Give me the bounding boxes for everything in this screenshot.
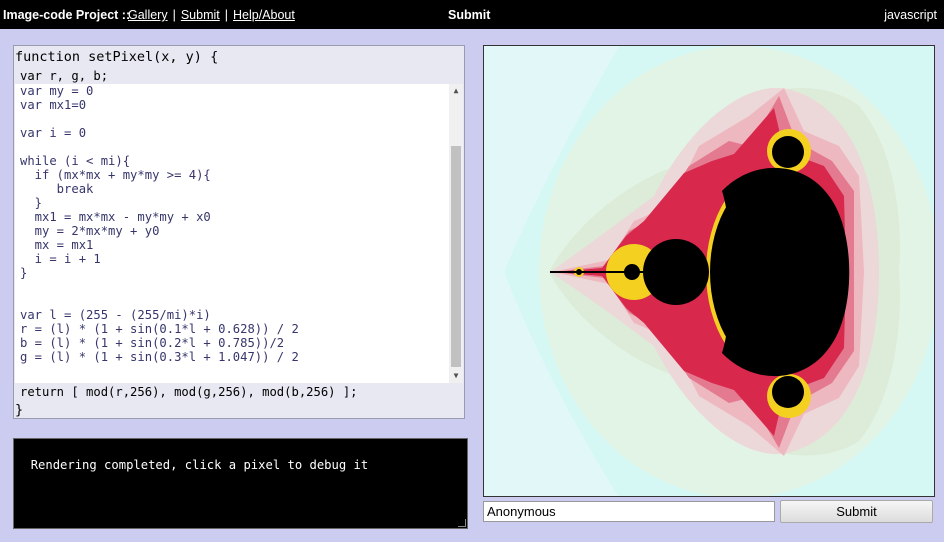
code-line[interactable]: i = i + 1 bbox=[20, 252, 101, 266]
code-line[interactable]: break bbox=[20, 182, 94, 196]
function-signature: function setPixel(x, y) { bbox=[15, 49, 219, 65]
render-canvas[interactable] bbox=[483, 45, 935, 497]
scrollbar-thumb[interactable] bbox=[451, 146, 461, 367]
code-line[interactable]: my = 2*mx*my + y0 bbox=[20, 224, 160, 238]
code-line[interactable] bbox=[20, 140, 299, 154]
code-line[interactable]: var i = 0 bbox=[20, 126, 87, 140]
variable-declaration: var r, g, b; bbox=[20, 69, 109, 83]
scroll-up-arrow-icon[interactable]: ▲ bbox=[453, 86, 459, 95]
output-console[interactable]: Rendering completed, click a pixel to de… bbox=[13, 438, 468, 529]
code-line[interactable]: mx1 = mx*mx - my*my + x0 bbox=[20, 210, 211, 224]
code-line[interactable]: while (i < mi){ bbox=[20, 154, 131, 168]
nav-separator: | bbox=[172, 8, 176, 22]
code-line[interactable]: g = (l) * (1 + sin(0.3*l + 1.047)) / 2 bbox=[20, 350, 299, 364]
nav-links: Gallery | Submit | Help/About bbox=[128, 8, 295, 22]
code-line[interactable]: } bbox=[20, 196, 43, 210]
page-title: Submit bbox=[448, 8, 491, 22]
resize-grip-icon[interactable] bbox=[458, 519, 466, 527]
mandelbrot-set bbox=[550, 136, 850, 408]
top-nav-bar: Image-code Project :: Gallery | Submit | Hel… bbox=[0, 0, 944, 29]
submit-button[interactable]: Submit bbox=[780, 500, 933, 523]
code-editor[interactable]: var my = 0 var mx1=0 var i = 0 while (i <… bbox=[15, 84, 463, 383]
outer-band bbox=[484, 46, 619, 496]
code-lines[interactable]: var my = 0 var mx1=0 var i = 0 while (i <… bbox=[20, 84, 299, 364]
code-line[interactable] bbox=[20, 294, 299, 308]
nav-link-help-about[interactable]: Help/About bbox=[233, 8, 295, 22]
code-line[interactable]: var my = 0 bbox=[20, 84, 94, 98]
code-line[interactable]: var mx1=0 bbox=[20, 98, 87, 112]
code-line[interactable]: b = (l) * (1 + sin(0.2*l + 0.785))/2 bbox=[20, 336, 285, 350]
code-line[interactable]: mx = mx1 bbox=[20, 238, 94, 252]
nav-link-submit[interactable]: Submit bbox=[180, 8, 220, 22]
nav-separator: | bbox=[224, 8, 228, 22]
return-statement: return [ mod(r,256), mod(g,256), mod(b,2… bbox=[20, 385, 358, 399]
mandelbrot-image[interactable] bbox=[484, 46, 935, 497]
code-line[interactable]: } bbox=[20, 266, 28, 280]
scroll-down-arrow-icon[interactable]: ▼ bbox=[453, 371, 459, 380]
closing-brace: } bbox=[15, 402, 24, 418]
code-line[interactable] bbox=[20, 112, 299, 126]
code-panel: function setPixel(x, y) { var r, g, b; v… bbox=[13, 45, 465, 419]
code-line[interactable] bbox=[20, 280, 299, 294]
code-line[interactable]: if (mx*mx + my*my >= 4){ bbox=[20, 168, 211, 182]
language-label[interactable]: javascript bbox=[884, 8, 937, 22]
nav-link-gallery[interactable]: Gallery bbox=[128, 8, 168, 22]
site-title: Image-code Project :: bbox=[3, 8, 131, 22]
author-name-input[interactable] bbox=[483, 501, 775, 522]
console-message: Rendering completed, click a pixel to de… bbox=[30, 458, 369, 472]
editor-scrollbar[interactable]: ▲ ▼ bbox=[449, 84, 463, 383]
code-line[interactable]: var l = (255 - (255/mi)*i) bbox=[20, 308, 211, 322]
code-line[interactable]: r = (l) * (1 + sin(0.1*l + 0.628)) / 2 bbox=[20, 322, 299, 336]
